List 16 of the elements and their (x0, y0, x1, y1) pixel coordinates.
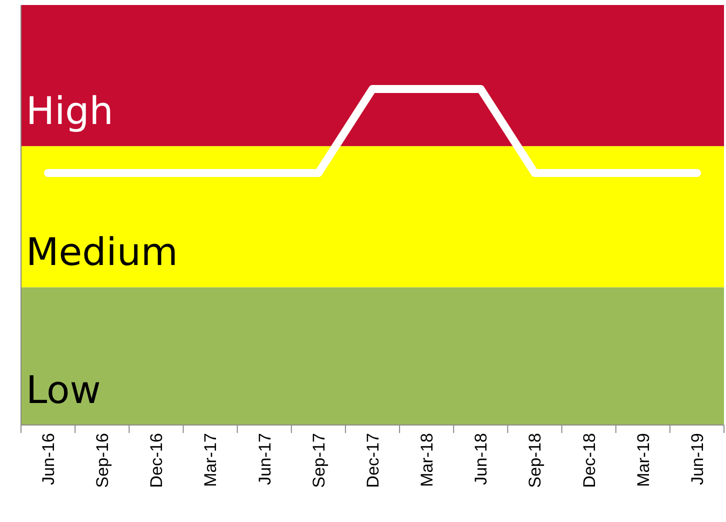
x-tick-label: Dec-18 (580, 433, 599, 488)
band-label: High (26, 89, 114, 134)
band-label: Medium (26, 230, 178, 274)
x-tick-label: Mar-18 (418, 433, 437, 487)
x-tick-label: Jun-17 (255, 433, 274, 485)
x-tick-label: Dec-16 (147, 433, 166, 488)
x-tick-label: Dec-17 (363, 433, 382, 488)
x-tick-label: Jun-18 (472, 433, 491, 485)
x-tick-label: Jun-19 (688, 433, 707, 485)
x-tick-label: Sep-18 (526, 433, 545, 488)
band-label: Low (26, 368, 101, 412)
x-tick-label: Mar-17 (201, 433, 220, 487)
x-tick-label: Sep-17 (309, 433, 328, 488)
x-tick-label: Jun-16 (38, 433, 58, 485)
x-tick-label: Mar-19 (634, 433, 653, 487)
x-tick-label: Sep-16 (93, 433, 112, 488)
